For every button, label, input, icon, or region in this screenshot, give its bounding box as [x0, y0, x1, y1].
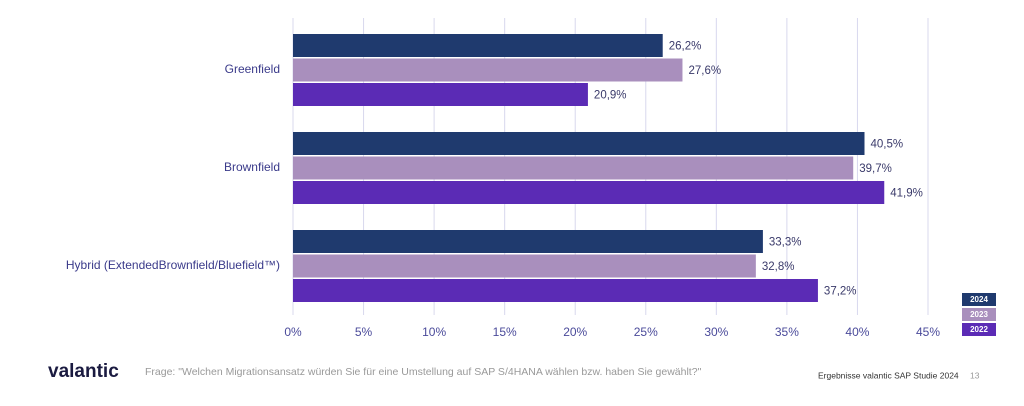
y-tick-label: Greenfield	[225, 62, 280, 76]
x-tick-label: 15%	[493, 325, 517, 339]
value-label: 32,8%	[762, 261, 795, 273]
y-tick-label: Brownfield	[224, 160, 280, 174]
legend-swatch	[962, 308, 996, 321]
x-tick-label: 40%	[845, 325, 869, 339]
bar	[293, 34, 663, 57]
value-label: 33,3%	[769, 237, 802, 249]
page-number: 13	[970, 370, 980, 380]
legend-swatch	[962, 293, 996, 306]
x-tick-label: 0%	[284, 325, 302, 339]
x-tick-label: 10%	[422, 325, 446, 339]
bar	[293, 58, 683, 82]
x-tick-label: 5%	[355, 325, 373, 339]
value-label: 27,6%	[688, 65, 721, 77]
value-label: 39,7%	[859, 163, 892, 175]
value-label: 40,5%	[871, 139, 904, 151]
x-tick-label: 45%	[916, 325, 940, 339]
bar	[293, 156, 854, 180]
value-label: 26,2%	[669, 41, 702, 53]
x-tick-label: 25%	[634, 325, 658, 339]
x-tick-label: 30%	[704, 325, 728, 339]
bar	[293, 181, 885, 204]
bar	[293, 132, 865, 155]
legend-label: 2022	[970, 325, 988, 334]
value-label: 20,9%	[594, 90, 627, 102]
value-label: 37,2%	[824, 286, 857, 298]
bar	[293, 254, 756, 278]
legend-label: 2023	[970, 310, 988, 319]
source: Ergebnisse valantic SAP Studie 2024	[818, 370, 959, 380]
question: Frage: "Welchen Migrationsansatz würden …	[145, 366, 702, 378]
legend-label: 2024	[970, 295, 988, 304]
bar	[293, 83, 588, 106]
x-tick-label: 35%	[775, 325, 799, 339]
value-label: 41,9%	[890, 188, 923, 200]
bar	[293, 279, 818, 302]
logo: valantic	[48, 361, 119, 382]
legend-swatch	[962, 323, 996, 336]
y-tick-label: Hybrid (ExtendedBrownfield/Bluefield™)	[66, 258, 280, 272]
x-tick-label: 20%	[563, 325, 587, 339]
bar	[293, 230, 763, 253]
